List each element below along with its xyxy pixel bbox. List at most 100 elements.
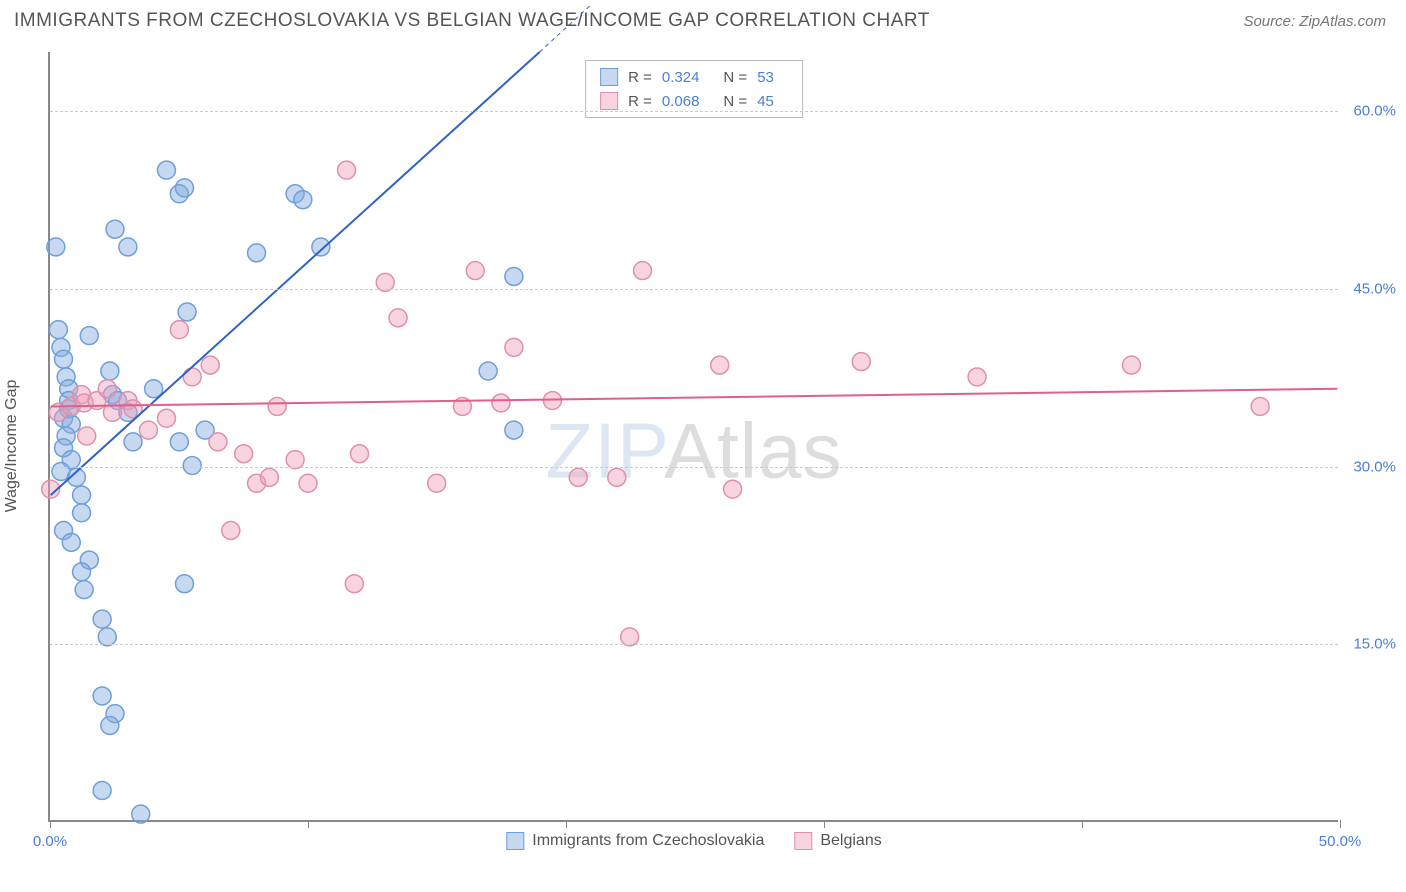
data-point-czech (178, 303, 196, 321)
gridline (50, 111, 1338, 112)
data-point-belgian (345, 575, 363, 593)
y-tick-label: 45.0% (1346, 280, 1396, 297)
data-point-belgian (428, 474, 446, 492)
n-label: N = (723, 69, 747, 86)
x-tick (824, 820, 825, 828)
x-tick-label: 50.0% (1319, 833, 1362, 850)
legend-label-czech: Immigrants from Czechoslovakia (532, 832, 764, 850)
data-point-belgian (634, 262, 652, 280)
data-point-czech (93, 610, 111, 628)
y-tick-label: 60.0% (1346, 103, 1396, 120)
data-point-belgian (466, 262, 484, 280)
data-point-czech (75, 581, 93, 599)
data-point-belgian (299, 474, 317, 492)
data-point-belgian (505, 338, 523, 356)
data-point-czech (119, 238, 137, 256)
data-point-czech (73, 504, 91, 522)
gridline (50, 289, 1338, 290)
data-point-belgian (201, 356, 219, 374)
data-point-belgian (350, 445, 368, 463)
data-point-czech (73, 563, 91, 581)
n-value-belgian: 45 (757, 93, 774, 110)
data-point-czech (47, 238, 65, 256)
data-point-belgian (569, 468, 587, 486)
data-point-czech (248, 244, 266, 262)
data-point-czech (294, 191, 312, 209)
data-point-belgian (389, 309, 407, 327)
x-tick (566, 820, 567, 828)
swatch-belgian (600, 92, 618, 110)
data-point-belgian (1251, 397, 1269, 415)
legend-bottom: Immigrants from Czechoslovakia Belgians (506, 832, 881, 850)
data-point-belgian (621, 628, 639, 646)
r-value-czech: 0.324 (662, 69, 700, 86)
data-point-belgian (338, 161, 356, 179)
data-point-belgian (78, 427, 96, 445)
data-point-belgian (139, 421, 157, 439)
data-point-belgian (157, 409, 175, 427)
data-point-belgian (183, 368, 201, 386)
x-tick (50, 820, 51, 828)
data-point-belgian (260, 468, 278, 486)
legend-item-czech: Immigrants from Czechoslovakia (506, 832, 764, 850)
swatch-belgian (794, 832, 812, 850)
data-point-czech (106, 220, 124, 238)
data-point-czech (132, 805, 150, 823)
data-point-belgian (209, 433, 227, 451)
data-point-belgian (268, 397, 286, 415)
data-point-czech (55, 350, 73, 368)
legend-correlation: R = 0.324 N = 53 R = 0.068 N = 45 (585, 60, 803, 118)
title-bar: IMMIGRANTS FROM CZECHOSLOVAKIA VS BELGIA… (0, 0, 1406, 40)
data-point-belgian (98, 380, 116, 398)
data-point-czech (93, 687, 111, 705)
data-point-belgian (968, 368, 986, 386)
data-point-czech (93, 781, 111, 799)
data-point-belgian (235, 445, 253, 463)
data-point-belgian (1122, 356, 1140, 374)
data-point-czech (101, 362, 119, 380)
x-tick (308, 820, 309, 828)
n-label: N = (723, 93, 747, 110)
data-point-czech (73, 486, 91, 504)
data-point-czech (157, 161, 175, 179)
r-label: R = (628, 93, 652, 110)
data-point-belgian (608, 468, 626, 486)
y-tick-label: 30.0% (1346, 458, 1396, 475)
swatch-czech (506, 832, 524, 850)
chart-area: ZIPAtlas R = 0.324 N = 53 R = 0.068 N = … (48, 52, 1338, 822)
data-point-belgian (222, 522, 240, 540)
data-point-czech (479, 362, 497, 380)
data-point-czech (101, 717, 119, 735)
data-point-belgian (170, 321, 188, 339)
y-tick-label: 15.0% (1346, 636, 1396, 653)
data-point-czech (183, 457, 201, 475)
source-label: Source: ZipAtlas.com (1243, 13, 1386, 30)
gridline (50, 467, 1338, 468)
data-point-czech (62, 533, 80, 551)
gridline (50, 644, 1338, 645)
x-tick (1082, 820, 1083, 828)
y-axis-label: Wage/Income Gap (3, 380, 21, 513)
data-point-czech (505, 421, 523, 439)
x-tick (1340, 820, 1341, 828)
data-point-czech (98, 628, 116, 646)
data-point-czech (124, 433, 142, 451)
data-point-czech (505, 268, 523, 286)
x-tick-label: 0.0% (33, 833, 67, 850)
data-point-czech (49, 321, 67, 339)
legend-label-belgian: Belgians (820, 832, 881, 850)
data-point-belgian (724, 480, 742, 498)
data-point-czech (170, 433, 188, 451)
n-value-czech: 53 (757, 69, 774, 86)
r-label: R = (628, 69, 652, 86)
data-point-belgian (711, 356, 729, 374)
chart-title: IMMIGRANTS FROM CZECHOSLOVAKIA VS BELGIA… (14, 10, 930, 32)
data-point-belgian (852, 353, 870, 371)
data-point-czech (312, 238, 330, 256)
data-point-czech (80, 327, 98, 345)
data-point-belgian (492, 394, 510, 412)
legend-item-belgian: Belgians (794, 832, 881, 850)
data-point-czech (176, 575, 194, 593)
r-value-belgian: 0.068 (662, 93, 700, 110)
legend-row-belgian: R = 0.068 N = 45 (586, 89, 802, 113)
